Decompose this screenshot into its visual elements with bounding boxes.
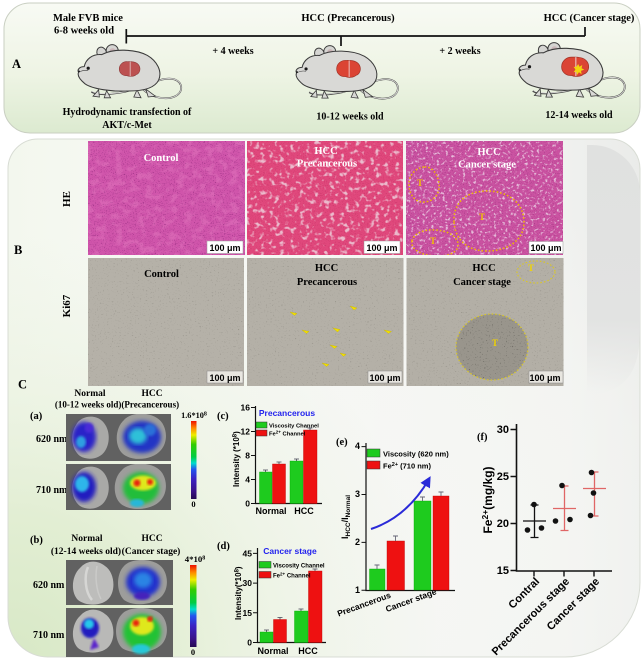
svg-text:100 μm: 100 μm	[209, 243, 240, 253]
svg-text:Fe2+ Channel: Fe2+ Channel	[273, 572, 311, 580]
svg-text:Control: Control	[144, 153, 179, 164]
svg-text:710 nm: 710 nm	[33, 630, 65, 641]
svg-text:(e): (e)	[336, 437, 348, 448]
svg-text:Ki67: Ki67	[61, 294, 73, 317]
svg-text:30: 30	[243, 578, 253, 588]
svg-text:HCC (Cancer stage): HCC (Cancer stage)	[544, 13, 635, 24]
svg-text:1.6*108: 1.6*108	[181, 411, 207, 420]
svg-text:HCC (Precancerous): HCC (Precancerous)	[301, 13, 395, 24]
svg-text:45: 45	[243, 548, 253, 558]
svg-text:8: 8	[245, 451, 250, 461]
svg-text:T: T	[479, 212, 485, 222]
svg-text:T: T	[430, 236, 436, 246]
svg-text:Intensity (*108): Intensity (*108)	[232, 431, 241, 487]
svg-text:HCC: HCC	[315, 263, 338, 274]
svg-text:HCC: HCC	[477, 147, 500, 158]
svg-text:6-8 weeks old: 6-8 weeks old	[54, 26, 114, 37]
svg-text:100 μm: 100 μm	[529, 373, 560, 383]
svg-text:4*108: 4*108	[185, 554, 206, 564]
svg-text:A: A	[12, 57, 21, 71]
svg-text:AKT/c-Met: AKT/c-Met	[102, 120, 152, 131]
svg-text:0: 0	[191, 647, 195, 657]
svg-text:HCC: HCC	[298, 646, 318, 656]
svg-text:B: B	[14, 243, 22, 257]
svg-text:710 nm: 710 nm	[36, 485, 68, 496]
svg-text:(c): (c)	[217, 411, 229, 422]
svg-text:15: 15	[243, 608, 253, 618]
svg-text:HCC: HCC	[472, 263, 495, 274]
svg-text:Normal: Normal	[71, 534, 102, 544]
svg-text:2: 2	[355, 537, 360, 547]
svg-text:620 nm: 620 nm	[36, 434, 68, 445]
svg-text:Viscosity Channel: Viscosity Channel	[273, 564, 325, 570]
svg-text:100 μm: 100 μm	[369, 373, 400, 383]
svg-text:Male FVB mice: Male FVB mice	[53, 13, 123, 24]
svg-text:T: T	[492, 338, 498, 348]
svg-text:Viscosity (620 nm): Viscosity (620 nm)	[383, 450, 449, 459]
svg-text:15: 15	[497, 565, 509, 577]
svg-text:25: 25	[497, 471, 509, 483]
svg-text:T: T	[528, 263, 534, 273]
svg-text:Fe2+(mg/kg): Fe2+(mg/kg)	[480, 466, 495, 533]
svg-text:Viscosity Channel: Viscosity Channel	[269, 424, 319, 430]
svg-text:Normal: Normal	[257, 646, 288, 656]
svg-text:Hydrodynamic transfection of: Hydrodynamic transfection of	[63, 107, 192, 118]
svg-text:(a): (a)	[30, 411, 43, 422]
svg-text:1: 1	[355, 585, 360, 595]
svg-text:30: 30	[497, 424, 509, 436]
svg-text:(f): (f)	[477, 432, 488, 443]
svg-text:12-14 weeks old: 12-14 weeks old	[545, 110, 613, 121]
svg-text:20: 20	[497, 518, 509, 530]
svg-text:Precancerous: Precancerous	[297, 277, 357, 288]
svg-text:Normal: Normal	[74, 389, 105, 399]
svg-text:0: 0	[247, 638, 252, 648]
svg-text:C: C	[18, 378, 27, 392]
svg-text:4: 4	[245, 475, 250, 485]
svg-text:4: 4	[355, 441, 360, 451]
svg-text:100 μm: 100 μm	[209, 373, 240, 383]
svg-text:Cancer stage: Cancer stage	[458, 160, 516, 171]
svg-text:(b): (b)	[30, 535, 43, 546]
svg-text:0: 0	[245, 499, 250, 509]
svg-text:(12-14 weeks old): (12-14 weeks old)	[51, 546, 121, 557]
svg-text:100 μm: 100 μm	[366, 243, 397, 253]
svg-text:(d): (d)	[217, 541, 230, 552]
svg-text:620 nm: 620 nm	[33, 580, 65, 591]
svg-text:(10-12 weeks old)(Precancerous: (10-12 weeks old)(Precancerous)	[55, 400, 179, 410]
svg-text:Cancer stage: Cancer stage	[453, 277, 511, 288]
svg-text:Precancerous: Precancerous	[259, 408, 315, 418]
svg-text:Fe2+ (710 nm): Fe2+ (710 nm)	[383, 462, 431, 471]
svg-text:Fe2+ Channel: Fe2+ Channel	[269, 430, 306, 438]
svg-text:Normal: Normal	[255, 506, 286, 516]
svg-text:T: T	[417, 178, 423, 188]
svg-text:16: 16	[241, 403, 251, 413]
svg-text:3: 3	[355, 489, 360, 499]
svg-text:Intensity(*108): Intensity(*108)	[234, 566, 243, 620]
svg-text:+ 2 weeks: + 2 weeks	[439, 46, 480, 57]
svg-text:HE: HE	[61, 191, 73, 207]
svg-text:0: 0	[191, 499, 195, 509]
svg-text:+ 4 weeks: + 4 weeks	[212, 46, 253, 57]
svg-text:HCC: HCC	[314, 146, 337, 157]
svg-text:Control: Control	[144, 269, 179, 280]
svg-text:10-12 weeks old: 10-12 weeks old	[316, 112, 384, 123]
svg-text:HCC: HCC	[141, 534, 162, 544]
svg-text:Precancerous: Precancerous	[297, 159, 357, 170]
svg-text:HCC: HCC	[294, 506, 314, 516]
svg-text:HCC: HCC	[141, 389, 162, 399]
svg-text:12: 12	[241, 427, 251, 437]
svg-text:Cancer stage: Cancer stage	[263, 546, 317, 556]
svg-text:100 μm: 100 μm	[530, 243, 561, 253]
svg-text:(Cancer stage): (Cancer stage)	[122, 546, 181, 557]
